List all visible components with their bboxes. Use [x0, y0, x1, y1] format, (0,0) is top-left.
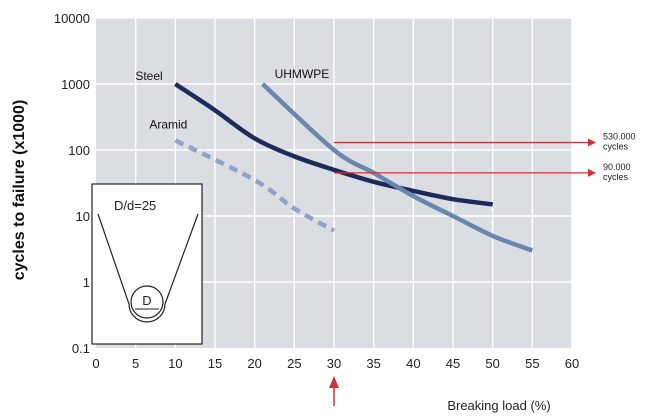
ticks: 0.1 1 10 100 1000 10000 0 5 10 15 20 25 30 35 40 45 50 55… [54, 11, 579, 371]
annotation-label: 90.000 [603, 162, 631, 172]
series-layer [174, 82, 534, 253]
x-tick-label: 15 [208, 356, 222, 371]
labels: Steel UHMWPE Aramid [135, 67, 329, 131]
inset-ratio-label: D/d=25 [114, 198, 156, 213]
y-tick-label: 1 [83, 275, 90, 290]
inset-diagram: D/d=25 D [91, 183, 203, 345]
series-line-aramid [174, 138, 336, 233]
x-tick-label: 50 [485, 356, 499, 371]
x-tick-label: 20 [247, 356, 261, 371]
y-axis-title: cycles to failure (x1000) [11, 100, 28, 281]
series-label-aramid: Aramid [149, 117, 187, 131]
annotation-label: cycles [603, 172, 629, 182]
x-axis-title: Breaking load (%) [447, 398, 550, 413]
x-tick-label: 35 [366, 356, 380, 371]
x-tick-label: 0 [92, 356, 99, 371]
y-tick-label: 100 [68, 143, 90, 158]
x-tick-label: 60 [565, 356, 579, 371]
inset-sheave [130, 285, 164, 319]
inset-symbol: D [142, 293, 151, 308]
series-label-steel: Steel [135, 69, 162, 83]
y-tick-label: 1000 [61, 77, 90, 92]
x-tick-label: 5 [132, 356, 139, 371]
series-line-uhmwpe [261, 82, 534, 253]
x-tick-label: 45 [446, 356, 460, 371]
annotation-arrowhead [588, 168, 596, 177]
x-tick-label: 55 [525, 356, 539, 371]
annotation-arrowhead [588, 138, 596, 147]
series-label-uhmwpe: UHMWPE [275, 67, 330, 81]
series-line-steel [174, 82, 494, 207]
x-tick-label: 25 [287, 356, 301, 371]
annotation-label: 530.000 [603, 131, 636, 141]
x-tick-label: 30 [327, 356, 341, 371]
x-tick-label: 40 [406, 356, 420, 371]
y-tick-label: 0.1 [72, 341, 90, 356]
inset-rope [97, 213, 199, 323]
marker-arrowhead [329, 376, 339, 388]
y-tick-label: 10 [76, 209, 90, 224]
x-tick-label: 10 [168, 356, 182, 371]
annotation-label: cycles [603, 141, 629, 151]
y-tick-label: 10000 [54, 11, 90, 26]
